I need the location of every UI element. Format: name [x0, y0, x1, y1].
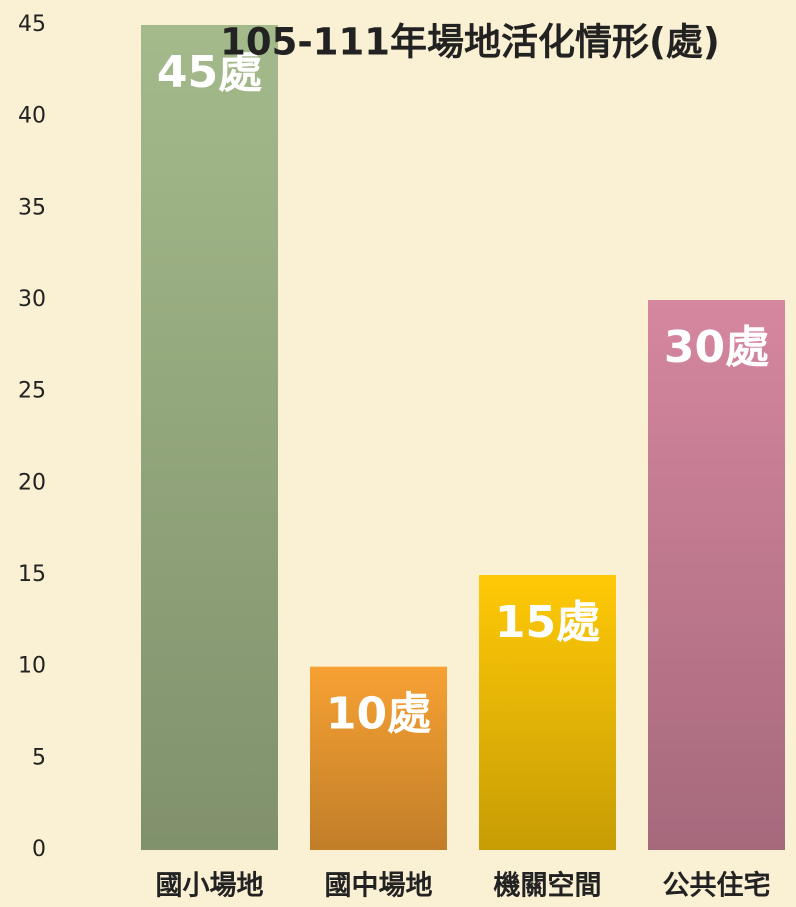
y-tick-label: 30 — [18, 287, 46, 312]
value-label: 45處 — [157, 47, 262, 98]
y-tick-label: 5 — [32, 745, 46, 770]
bar — [310, 666, 447, 850]
bar — [648, 300, 785, 850]
value-label: 15處 — [495, 597, 600, 648]
y-tick-label: 20 — [18, 470, 46, 495]
y-tick-label: 10 — [18, 654, 46, 679]
y-tick-label: 25 — [18, 379, 46, 404]
bar — [479, 575, 616, 850]
chart-title: 105-111年場地活化情形(處) — [220, 21, 720, 64]
y-tick-label: 35 — [18, 195, 46, 220]
y-tick-label: 45 — [18, 12, 46, 37]
x-tick-label: 公共住宅 — [663, 870, 771, 902]
value-label: 10處 — [326, 689, 431, 740]
y-tick-label: 15 — [18, 562, 46, 587]
x-tick-label: 國中場地 — [325, 871, 433, 902]
x-tick-label: 機關空間 — [494, 870, 602, 902]
value-label: 30處 — [664, 322, 769, 373]
bar — [141, 25, 278, 850]
y-tick-label: 0 — [32, 837, 46, 862]
y-tick-label: 40 — [18, 104, 46, 129]
x-tick-label: 國小場地 — [156, 871, 264, 902]
